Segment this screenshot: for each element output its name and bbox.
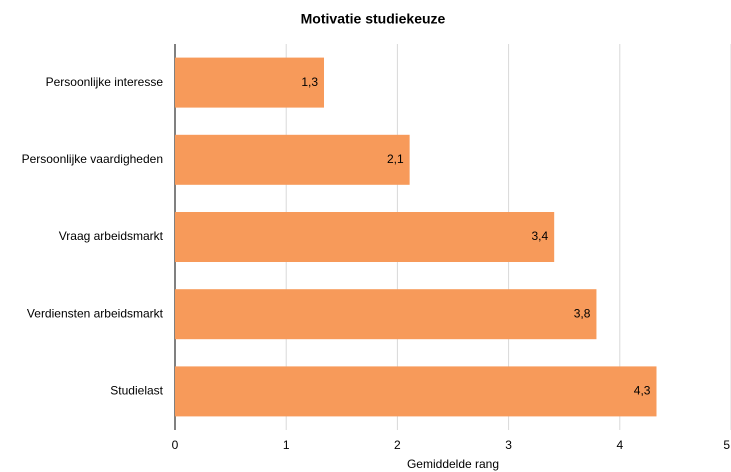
bar (175, 289, 597, 340)
y-tick-label: Persoonlijke interesse (46, 75, 164, 89)
data-label: 3,8 (574, 306, 591, 320)
bar (175, 366, 657, 417)
y-tick-label: Vraag arbeidsmarkt (59, 229, 164, 243)
x-tick-label: 3 (505, 438, 512, 452)
bar (175, 212, 555, 262)
y-tick-label: Studielast (110, 384, 163, 398)
x-tick-label: 4 (616, 438, 623, 452)
bar (175, 134, 410, 185)
data-label: 3,4 (532, 229, 549, 243)
chart-title: Motivatie studiekeuze (301, 11, 446, 27)
data-label: 1,3 (301, 75, 318, 89)
bar (175, 57, 325, 108)
y-tick-label: Verdiensten arbeidsmarkt (27, 306, 164, 320)
x-tick-label: 5 (723, 438, 730, 452)
data-label: 4,3 (634, 384, 651, 398)
x-axis-title: Gemiddelde rang (407, 457, 499, 471)
x-tick-label: 0 (172, 438, 179, 452)
x-tick-label: 2 (394, 438, 401, 452)
y-tick-label: Persoonlijke vaardigheden (22, 152, 163, 166)
x-tick-label: 1 (283, 438, 290, 452)
data-label: 2,1 (387, 152, 404, 166)
